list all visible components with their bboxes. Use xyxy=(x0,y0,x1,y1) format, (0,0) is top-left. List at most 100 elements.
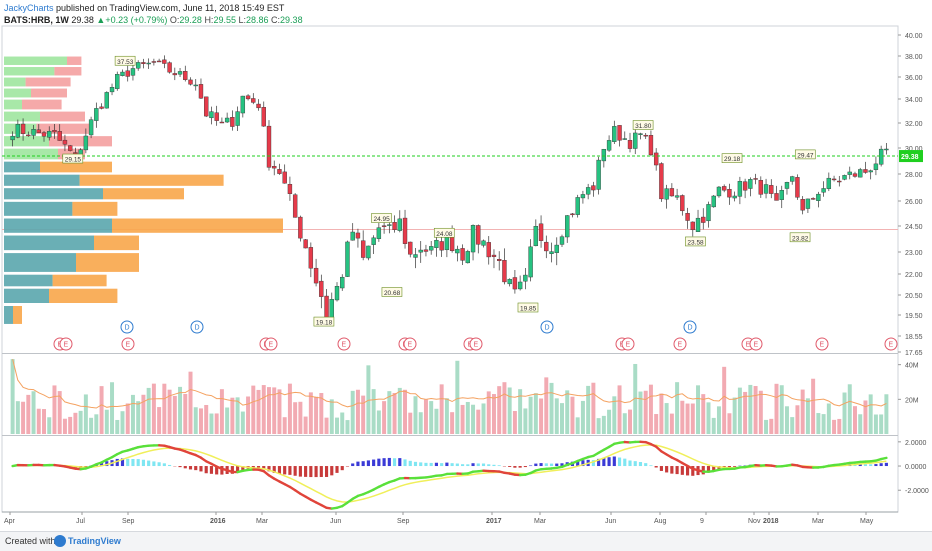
macd-histogram-bar xyxy=(346,466,349,467)
volume-bar xyxy=(523,408,527,434)
volume-bar xyxy=(623,413,627,434)
price-annotation-label: 19.18 xyxy=(316,320,333,327)
candle-body xyxy=(461,248,465,260)
volume-bar xyxy=(419,412,423,434)
volume-bar xyxy=(121,411,125,434)
candle-body xyxy=(670,188,674,196)
macd-histogram-bar xyxy=(304,466,307,477)
candle-body xyxy=(827,178,831,189)
candle-body xyxy=(754,178,758,179)
volume-profile-up-bar xyxy=(4,188,103,199)
tradingview-brand-link[interactable]: TradingView xyxy=(68,536,121,546)
macd-histogram-bar xyxy=(618,458,621,467)
candle-body xyxy=(623,139,627,140)
macd-histogram-bar xyxy=(325,466,328,477)
candle-body xyxy=(529,247,533,277)
volume-profile-down-bar xyxy=(76,253,139,272)
date-tick-label: 2016 xyxy=(210,518,226,525)
volume-profile-up-bar xyxy=(4,253,76,272)
volume-bar xyxy=(408,413,412,434)
candle-body xyxy=(283,172,287,183)
candle-body xyxy=(565,216,569,237)
macd-histogram-bar xyxy=(419,462,422,466)
candle-body xyxy=(58,131,62,140)
volume-bar xyxy=(769,419,773,434)
candle-body xyxy=(523,275,527,281)
volume-bar xyxy=(461,405,465,434)
volume-bar xyxy=(853,406,857,434)
volume-bar xyxy=(277,389,281,434)
macd-histogram-bar xyxy=(194,466,197,470)
event-marker-label: E xyxy=(754,342,759,349)
candle-body xyxy=(424,250,428,252)
volume-bar xyxy=(11,359,15,434)
macd-histogram-bar xyxy=(377,459,380,466)
volume-bar xyxy=(89,418,93,434)
volume-bar xyxy=(68,417,72,434)
volume-bar xyxy=(356,390,360,434)
event-marker-label: E xyxy=(64,342,69,349)
price-tick-label: 38.00 xyxy=(905,54,923,61)
macd-histogram-bar xyxy=(733,466,736,467)
candle-body xyxy=(199,84,203,98)
candle-body xyxy=(591,186,595,190)
volume-bar xyxy=(220,389,224,434)
candle-body xyxy=(382,226,386,227)
volume-bar xyxy=(257,390,261,434)
volume-profile-down-bar xyxy=(36,124,90,134)
volume-profile-up-bar xyxy=(4,202,72,216)
volume-bar xyxy=(351,391,355,434)
volume-bar xyxy=(246,396,250,434)
tradingview-logo-icon[interactable] xyxy=(54,535,66,547)
volume-profile-up-bar xyxy=(4,100,22,110)
volume-bar xyxy=(173,396,177,434)
candle-body xyxy=(560,237,564,245)
volume-bar xyxy=(565,390,569,434)
volume-bar xyxy=(429,401,433,434)
volume-bar xyxy=(115,420,119,434)
candle-body xyxy=(434,240,438,248)
candle-body xyxy=(73,153,77,154)
candle-body xyxy=(837,181,841,182)
trading-chart[interactable]: 40.0038.0036.0034.0032.0030.0028.0026.00… xyxy=(0,0,932,531)
macd-histogram-bar xyxy=(550,464,553,466)
candle-body xyxy=(801,199,805,210)
candle-body xyxy=(612,126,616,141)
candle-body xyxy=(52,130,56,132)
macd-histogram-bar xyxy=(398,458,401,466)
candle-body xyxy=(26,135,30,136)
candle-body xyxy=(775,193,779,200)
volume-bar xyxy=(513,411,517,434)
candle-body xyxy=(607,140,611,150)
volume-bar xyxy=(434,409,438,434)
candle-body xyxy=(105,92,109,108)
volume-bar xyxy=(136,401,140,434)
macd-histogram-bar xyxy=(660,466,663,471)
macd-histogram-bar xyxy=(158,462,161,466)
candle-body xyxy=(633,133,637,149)
candle-body xyxy=(366,246,370,258)
volume-profile-down-bar xyxy=(80,175,224,186)
candle-body xyxy=(429,246,433,250)
volume-profile-up-bar xyxy=(4,289,49,303)
volume-tick-label: 20M xyxy=(905,397,919,404)
volume-bar xyxy=(21,402,25,434)
price-tick-label: 24.50 xyxy=(905,224,923,231)
event-marker-label: D xyxy=(545,325,550,332)
candle-body xyxy=(471,225,475,252)
candle-body xyxy=(408,242,412,254)
macd-histogram-bar xyxy=(142,460,145,466)
candle-body xyxy=(319,281,323,297)
date-tick-label: Jun xyxy=(605,518,616,525)
volume-bar xyxy=(754,386,758,434)
candle-body xyxy=(11,136,15,140)
volume-profile-up-bar xyxy=(4,78,26,87)
macd-histogram-bar xyxy=(367,460,370,466)
candle-body xyxy=(869,171,873,172)
candle-body xyxy=(780,190,784,200)
candle-body xyxy=(675,196,679,198)
volume-profile-down-bar xyxy=(54,67,81,75)
candle-body xyxy=(455,249,459,253)
candle-body xyxy=(738,181,742,196)
macd-histogram-bar xyxy=(178,466,181,467)
